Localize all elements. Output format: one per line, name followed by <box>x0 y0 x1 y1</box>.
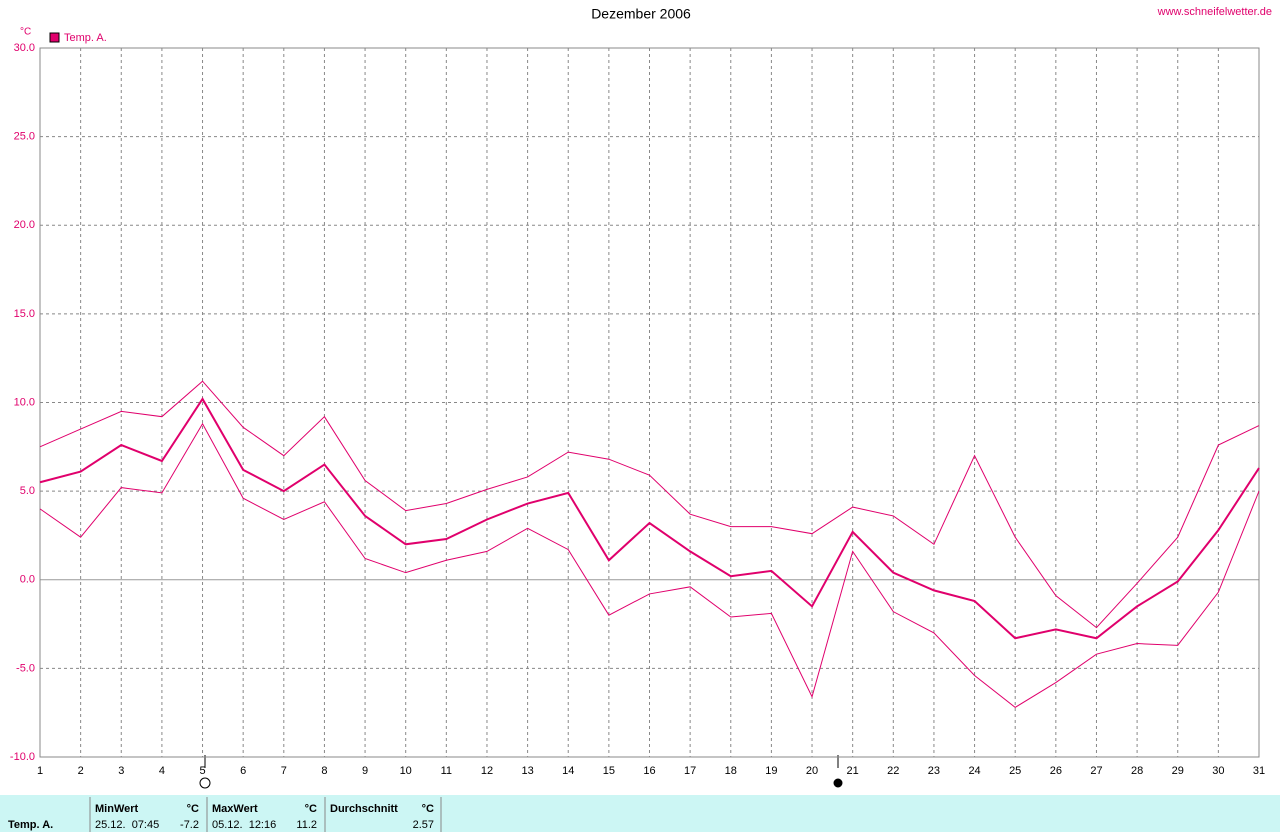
y-tick-label: 25.0 <box>14 131 35 143</box>
table: Temp. A. MinWert °C 25.12. 07:45 -7.2 Ma… <box>8 797 442 832</box>
x-tick-label: 12 <box>481 765 493 777</box>
x-tick-label: 20 <box>806 765 818 777</box>
x-tick-label: 25 <box>1009 765 1021 777</box>
x-tick-label: 3 <box>118 765 124 777</box>
x-tick-label: 2 <box>78 765 84 777</box>
col-header: Durchschnitt <box>330 803 398 815</box>
x-tick-label: 11 <box>441 765 452 777</box>
col-unit: °C <box>305 803 317 815</box>
col-unit: °C <box>187 803 199 815</box>
new-moon <box>833 778 843 788</box>
x-tick-label: 17 <box>684 765 696 777</box>
row-label: Temp. A. <box>8 819 53 831</box>
y-tick-label: 30.0 <box>14 42 35 54</box>
y-tick-label: 10.0 <box>14 396 35 408</box>
y-tick-label: 15.0 <box>14 308 35 320</box>
plot-frame <box>39 47 1260 758</box>
legend-label: Temp. A. <box>64 32 107 44</box>
x-tick-label: 1 <box>37 765 43 777</box>
cell-time: 05.12. 12:16 <box>212 819 276 831</box>
cell-value: 11.2 <box>296 819 317 831</box>
y-unit: °C <box>20 27 31 38</box>
x-tick-label: 7 <box>281 765 287 777</box>
x-tick-label: 13 <box>521 765 533 777</box>
table-background <box>0 795 1280 832</box>
x-tick-label: 24 <box>968 765 980 777</box>
col-unit: °C <box>422 803 434 815</box>
chart-title: Dezember 2006 <box>591 6 691 22</box>
x-tick-label: 5 <box>199 765 205 777</box>
x-tick-label: 30 <box>1212 765 1224 777</box>
y-tick-label: 20.0 <box>14 219 35 231</box>
x-tick-label: 19 <box>765 765 777 777</box>
full-moon <box>199 777 211 789</box>
y-tick-label: -5.0 <box>16 662 35 674</box>
x-tick-label: 18 <box>725 765 737 777</box>
series-line <box>39 397 1260 640</box>
x-tick-label: 8 <box>321 765 327 777</box>
x-tick-label: 10 <box>400 765 412 777</box>
x-tick-label: 29 <box>1172 765 1184 777</box>
x-tick-label: 26 <box>1050 765 1062 777</box>
cell-value: 2.57 <box>413 819 434 831</box>
x-tick-label: 4 <box>159 765 165 777</box>
source: www.schneifelwetter.de <box>1157 6 1272 18</box>
x-tick-label: 31 <box>1253 765 1265 777</box>
y-tick-label: 5.0 <box>20 485 35 497</box>
x-tick-label: 16 <box>643 765 655 777</box>
x-tick-label: 21 <box>847 765 859 777</box>
x-tick-label: 27 <box>1090 765 1102 777</box>
y-tick-label: -10.0 <box>10 751 35 763</box>
series-line <box>39 380 1260 629</box>
series-line <box>39 422 1260 708</box>
y-tick-label: 0.0 <box>20 574 35 586</box>
x-tick-label: 6 <box>240 765 246 777</box>
x-tick-label: 14 <box>562 765 574 777</box>
x-tick-label: 28 <box>1131 765 1143 777</box>
x-tick-label: 15 <box>603 765 615 777</box>
col-header: MinWert <box>95 803 139 815</box>
cell-time: 25.12. 07:45 <box>95 819 159 831</box>
cell-value: -7.2 <box>180 819 199 831</box>
x-tick-label: 23 <box>928 765 940 777</box>
x-tick-label: 22 <box>887 765 899 777</box>
col-header: MaxWert <box>212 803 258 815</box>
x-tick-label: 9 <box>362 765 368 777</box>
legend-swatch <box>49 32 60 43</box>
